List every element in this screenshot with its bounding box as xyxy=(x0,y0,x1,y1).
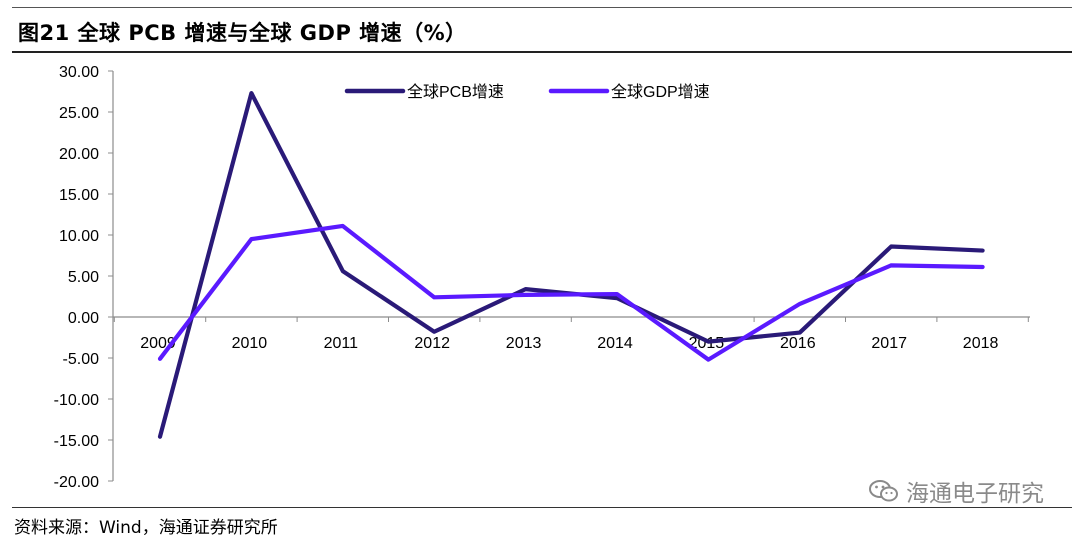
figure-title: 图21 全球 PCB 增速与全球 GDP 增速（%） xyxy=(18,17,467,47)
y-tick-label: 10.00 xyxy=(59,228,99,245)
watermark: 海通电子研究 xyxy=(868,474,1044,508)
legend-label-1: 全球PCB增速 xyxy=(407,83,504,101)
watermark-text: 海通电子研究 xyxy=(906,474,1044,508)
y-tick-label: 25.00 xyxy=(59,105,99,122)
wechat-icon xyxy=(868,478,900,504)
y-tick-label: -5.00 xyxy=(63,351,100,368)
line-chart: 30.00 25.00 20.00 15.00 10.00 5.00 0.00 -5.00 -1… xyxy=(0,53,1080,508)
x-tick-label: 2014 xyxy=(597,335,633,352)
title-top-rule xyxy=(12,7,1072,8)
series-line-2 xyxy=(160,226,983,360)
x-tick-label: 2018 xyxy=(963,335,999,352)
series-line-1 xyxy=(160,93,983,437)
legend-label-2: 全球GDP增速 xyxy=(611,83,710,101)
y-tick-label: 20.00 xyxy=(59,146,99,163)
source-note: 资料来源：Wind，海通证券研究所 xyxy=(14,513,278,538)
chart-area: 30.00 25.00 20.00 15.00 10.00 5.00 0.00 -5.00 -1… xyxy=(0,53,1080,508)
x-tick-label: 2011 xyxy=(324,335,359,352)
y-tick-label: 5.00 xyxy=(68,269,99,286)
y-tick-label: 0.00 xyxy=(68,310,99,327)
x-tick-label: 2012 xyxy=(414,335,450,352)
title-bar: 图21 全球 PCB 增速与全球 GDP 增速（%） xyxy=(0,0,1080,52)
y-tick-label: 30.00 xyxy=(59,64,99,81)
x-tick-label: 2016 xyxy=(780,335,816,352)
y-tick-label: 15.00 xyxy=(59,187,99,204)
y-tick-label: -20.00 xyxy=(54,474,99,491)
x-tick-label: 2010 xyxy=(232,335,268,352)
x-tick-label: 2017 xyxy=(871,335,907,352)
y-tick-label: -10.00 xyxy=(54,392,99,409)
y-tick-label: -15.00 xyxy=(54,433,99,450)
x-tick-label: 2013 xyxy=(506,335,542,352)
